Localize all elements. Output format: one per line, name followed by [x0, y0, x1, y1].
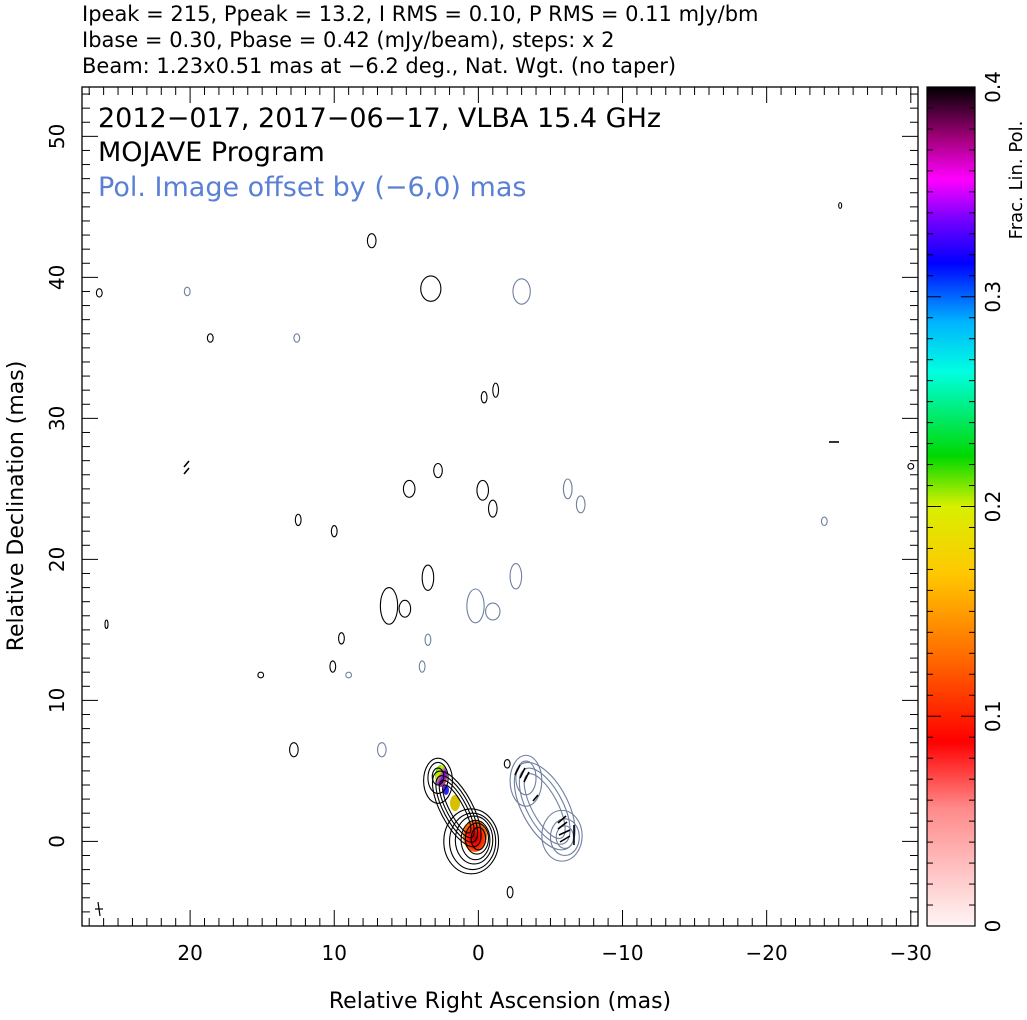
noise-contour: [487, 499, 498, 518]
colorbar-ticks: [927, 86, 975, 927]
y-tick-label: 10: [45, 688, 69, 713]
noise-contour: [476, 479, 490, 501]
noise-contour: [366, 233, 377, 249]
evpa-vectors: [183, 441, 839, 845]
noise-contour: [95, 288, 103, 298]
colorbar-tick-label: 0.1: [981, 700, 1005, 732]
noise-contour: [289, 742, 299, 758]
header-line-base: Ibase = 0.30, Pbase = 0.42 (mJy/beam), s…: [82, 28, 615, 52]
evpa-stick: [514, 764, 521, 776]
pol-noise-contour: [575, 495, 586, 514]
noise-contour: [838, 202, 843, 209]
jet-pol-fill-mid: [450, 795, 460, 811]
beam-marker: [95, 901, 103, 917]
evpa-stick: [532, 794, 539, 802]
colorbar-tick-label: 0.4: [981, 71, 1005, 103]
colorbar-tick-labels: 0 0.1 0.2 0.3 0.4: [981, 71, 1005, 932]
pol-noise-contour: [562, 478, 573, 500]
intensity-contour: [431, 767, 445, 786]
evpa-stick: [519, 767, 526, 779]
y-tick-label: 40: [45, 265, 69, 290]
colorbar-tick-label: 0.2: [981, 491, 1005, 523]
noise-contour: [420, 275, 442, 302]
x-tick-label: 10: [322, 941, 347, 965]
annotation-program: MOJAVE Program: [98, 137, 325, 168]
pol-noise-contour: [345, 671, 353, 679]
intensity-contour: [464, 822, 490, 855]
pol-noise-contour: [418, 660, 426, 673]
pol-noise-contour: [512, 278, 531, 305]
header-line-peaks: Ipeak = 215, Ppeak = 13.2, I RMS = 0.10,…: [82, 2, 759, 26]
noise-contour: [257, 671, 265, 679]
y-tick-label: 30: [45, 406, 69, 431]
pol-noise-contour: [509, 563, 523, 590]
noise-contour: [907, 462, 915, 470]
evpa-stick: [523, 771, 530, 783]
jet-contour: [438, 779, 475, 839]
evpa-stick: [558, 829, 571, 836]
noise-contour: [506, 885, 514, 899]
total-intensity-contours: [423, 757, 500, 875]
pol-contour: [549, 818, 580, 857]
noise-contours-black: [95, 202, 915, 899]
x-tick-label: −30: [890, 941, 932, 965]
intensity-contour: [470, 826, 487, 851]
noise-contour: [338, 632, 345, 645]
noise-contour: [421, 564, 435, 591]
pol-noise-contour: [820, 516, 828, 527]
annotation-source: 2012−017, 2017−06−17, VLBA 15.4 GHz: [98, 103, 661, 134]
evpa-stick: [183, 460, 190, 468]
y-tick-label: 50: [45, 124, 69, 149]
x-tick-label: −10: [601, 941, 643, 965]
evpa-stick: [559, 835, 571, 843]
noise-contour: [379, 587, 399, 625]
jet-contour: [435, 775, 479, 843]
y-axis-title: Relative Declination (mas): [4, 361, 29, 652]
evpa-stick: [183, 467, 190, 475]
header-line-beam: Beam: 1.23x0.51 mas at −6.2 deg., Nat. W…: [82, 54, 677, 78]
colorbar: 0 0.1 0.2 0.3 0.4 Frac. Lin. Pol.: [926, 71, 1027, 932]
noise-contour: [104, 619, 109, 630]
noise-contour: [330, 524, 338, 538]
jet-contour: [431, 770, 482, 848]
pol-noise-contour: [376, 742, 387, 758]
plot-frame: [81, 86, 919, 927]
noise-contours-pol: [183, 278, 828, 758]
evpa-stick: [557, 821, 568, 830]
y-axis-ticks: [82, 93, 918, 913]
x-tick-label: 0: [472, 941, 485, 965]
noise-contour: [329, 660, 337, 673]
pol-noise-contour: [183, 286, 191, 297]
noise-contour: [398, 599, 412, 618]
colorbar-tick-label: 0: [981, 920, 1005, 933]
x-axis-ticks: [88, 87, 912, 926]
noise-contour: [294, 513, 302, 527]
x-tick-label: 20: [177, 941, 202, 965]
colorbar-tick-label: 0.3: [981, 281, 1005, 313]
pol-noise-contour: [424, 633, 432, 646]
colorbar-title: Frac. Lin. Pol.: [1006, 121, 1027, 240]
x-axis-tick-labels: 20 10 0 −10 −20 −30: [177, 941, 932, 965]
pol-contour: [541, 809, 583, 862]
y-tick-label: 20: [45, 547, 69, 572]
noise-contour: [433, 462, 443, 479]
annotation-pol-offset: Pol. Image offset by (−6,0) mas: [98, 172, 526, 203]
noise-contour: [492, 382, 500, 398]
y-tick-label: 0: [45, 835, 69, 848]
pol-noise-contour: [466, 588, 485, 624]
pol-jet-contour: [513, 761, 576, 851]
y-axis-tick-labels: 0 10 20 30 40 50: [45, 124, 69, 848]
x-tick-label: −20: [746, 941, 788, 965]
noise-contour: [206, 333, 214, 343]
pol-noise-contour: [485, 602, 501, 621]
noise-contour: [503, 759, 511, 769]
noise-contour: [480, 391, 488, 404]
x-axis-title: Relative Right Ascension (mas): [329, 989, 671, 1014]
noise-contour: [402, 479, 416, 498]
jet-contour: [442, 784, 472, 834]
evpa-stick: [557, 815, 567, 824]
jet-pol-fill-blue: [443, 785, 449, 795]
pol-noise-contour: [293, 333, 301, 343]
